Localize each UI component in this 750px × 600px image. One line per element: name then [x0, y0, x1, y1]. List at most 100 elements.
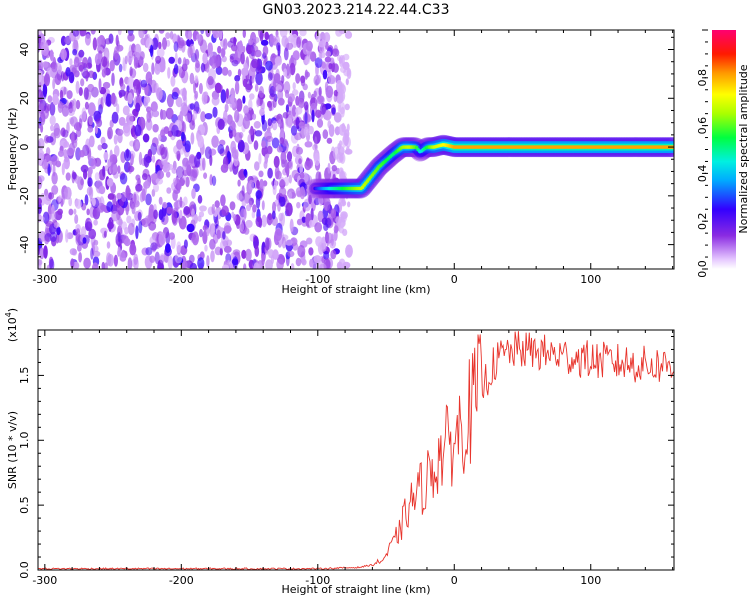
spectrogram-cell — [227, 69, 232, 77]
spectrogram-cell — [254, 49, 262, 58]
spectrogram-cell — [58, 150, 64, 157]
spectrogram-cell — [314, 222, 323, 233]
spectrogram-cell — [165, 243, 171, 254]
spectrogram-cell — [242, 78, 248, 88]
spectrogram-cell — [117, 165, 121, 174]
spectrogram-cell — [207, 42, 213, 55]
spectrogram-cell — [301, 216, 306, 223]
spectrogram-cell — [256, 97, 260, 108]
spectrogram-cell — [61, 71, 65, 82]
spectrogram-cell — [122, 105, 130, 116]
spectrogram-cell — [248, 179, 255, 191]
spectrogram-cell — [197, 194, 203, 204]
spectrogram-cell — [261, 200, 265, 211]
spectrogram-cell — [78, 49, 85, 58]
spectrogram-cell — [230, 140, 237, 154]
spectrogram-cell — [327, 75, 336, 85]
x-tick-label: 100 — [580, 574, 601, 587]
spectrogram-xlabel: Height of straight line (km) — [281, 283, 430, 296]
spectrogram-cell — [158, 41, 162, 50]
spectrogram-cell — [288, 191, 293, 200]
spectrogram-cell — [225, 88, 229, 99]
spectrogram-cell — [127, 257, 133, 269]
spectrogram-cell — [241, 185, 245, 197]
spectrogram-cell — [176, 139, 184, 150]
spectrogram-cell — [59, 89, 64, 100]
spectrogram-cell — [184, 140, 191, 153]
spectrogram-cell — [200, 62, 206, 73]
spectrogram-cell — [104, 165, 109, 172]
spectrogram-cell — [298, 121, 305, 129]
spectrogram-cell — [158, 30, 165, 34]
spectrogram-cell — [42, 61, 49, 68]
spectrogram-cell — [177, 182, 182, 191]
spectrogram-cell — [70, 258, 75, 269]
spectrogram-cell — [236, 98, 243, 112]
spectrogram-cell — [345, 78, 349, 86]
spectrogram-cell — [78, 251, 82, 263]
spectrogram-cell — [318, 50, 323, 60]
spectrogram-cell — [180, 131, 185, 142]
spectrogram-cell — [281, 236, 286, 249]
spectrogram-cell — [167, 67, 171, 79]
spectrogram-cell — [129, 243, 137, 256]
spectrogram-cell — [264, 153, 269, 165]
spectrogram-cell — [188, 169, 195, 177]
spectrogram-cell — [252, 204, 257, 213]
spectrogram-cell — [273, 73, 281, 84]
spectrogram-cell — [265, 60, 273, 71]
spectrogram-cell — [103, 230, 107, 238]
spectrogram-cell — [249, 93, 255, 100]
spectrogram-cell — [189, 120, 196, 131]
x-tick-label: -300 — [32, 273, 57, 286]
spectrogram-cell — [117, 250, 121, 257]
spectrogram-cell — [91, 262, 99, 269]
spectrogram-cell — [43, 158, 47, 168]
colorbar-tick-label: 0.8 — [696, 69, 709, 87]
spectrogram-cell — [220, 89, 227, 104]
spectrogram-cell — [176, 241, 182, 253]
spectrogram-cell — [194, 154, 201, 168]
spectrogram-cell — [288, 174, 292, 184]
spectrogram-cell — [101, 56, 108, 68]
spectrogram-cell — [276, 258, 284, 269]
spectrogram-cell — [207, 75, 214, 86]
spectrogram-cell — [68, 71, 75, 84]
spectrogram-cell — [88, 70, 95, 79]
spectrogram-cell — [173, 41, 179, 53]
spectrogram-cell — [50, 124, 54, 132]
spectrogram-cell — [173, 63, 179, 75]
spectrogram-cell — [308, 219, 315, 228]
spectrogram-cell — [292, 82, 296, 91]
spectrogram-cell — [87, 102, 96, 117]
spectrogram-cell — [87, 83, 95, 93]
spectrogram-cell — [49, 231, 58, 242]
spectrogram-cell — [312, 262, 318, 269]
spectrogram-cell — [246, 44, 253, 55]
spectrogram-cell — [254, 83, 259, 93]
spectrogram-cell — [81, 69, 87, 77]
spectrogram-cell — [258, 86, 265, 98]
spectrogram-cell — [150, 173, 159, 181]
snr-ylabel: SNR (10 * v/v) — [6, 411, 19, 489]
spectrogram-cell — [172, 177, 177, 186]
spectrogram-cell — [297, 98, 305, 109]
spectrogram-frame — [37, 29, 675, 270]
spectrogram-cell — [323, 201, 331, 211]
spectrogram-cell — [78, 87, 83, 96]
spectrogram-cell — [151, 37, 159, 50]
spectrogram-cell — [315, 32, 321, 43]
spectrogram-cell — [331, 107, 336, 115]
spectrogram-cell — [70, 116, 78, 127]
colorbar-tick-label: 0.2 — [696, 212, 709, 230]
spectrogram-cell — [282, 112, 289, 119]
spectrogram-cell — [65, 229, 69, 243]
spectrogram-cell — [242, 95, 246, 104]
spectrogram-cell — [185, 176, 190, 188]
spectrogram-cell — [162, 37, 167, 50]
spectrogram-cell — [316, 95, 325, 105]
spectrogram-cell — [267, 100, 272, 108]
spectrogram-cell — [214, 200, 220, 208]
spectrogram-cell — [200, 111, 206, 123]
spectrogram-cell — [231, 44, 238, 52]
